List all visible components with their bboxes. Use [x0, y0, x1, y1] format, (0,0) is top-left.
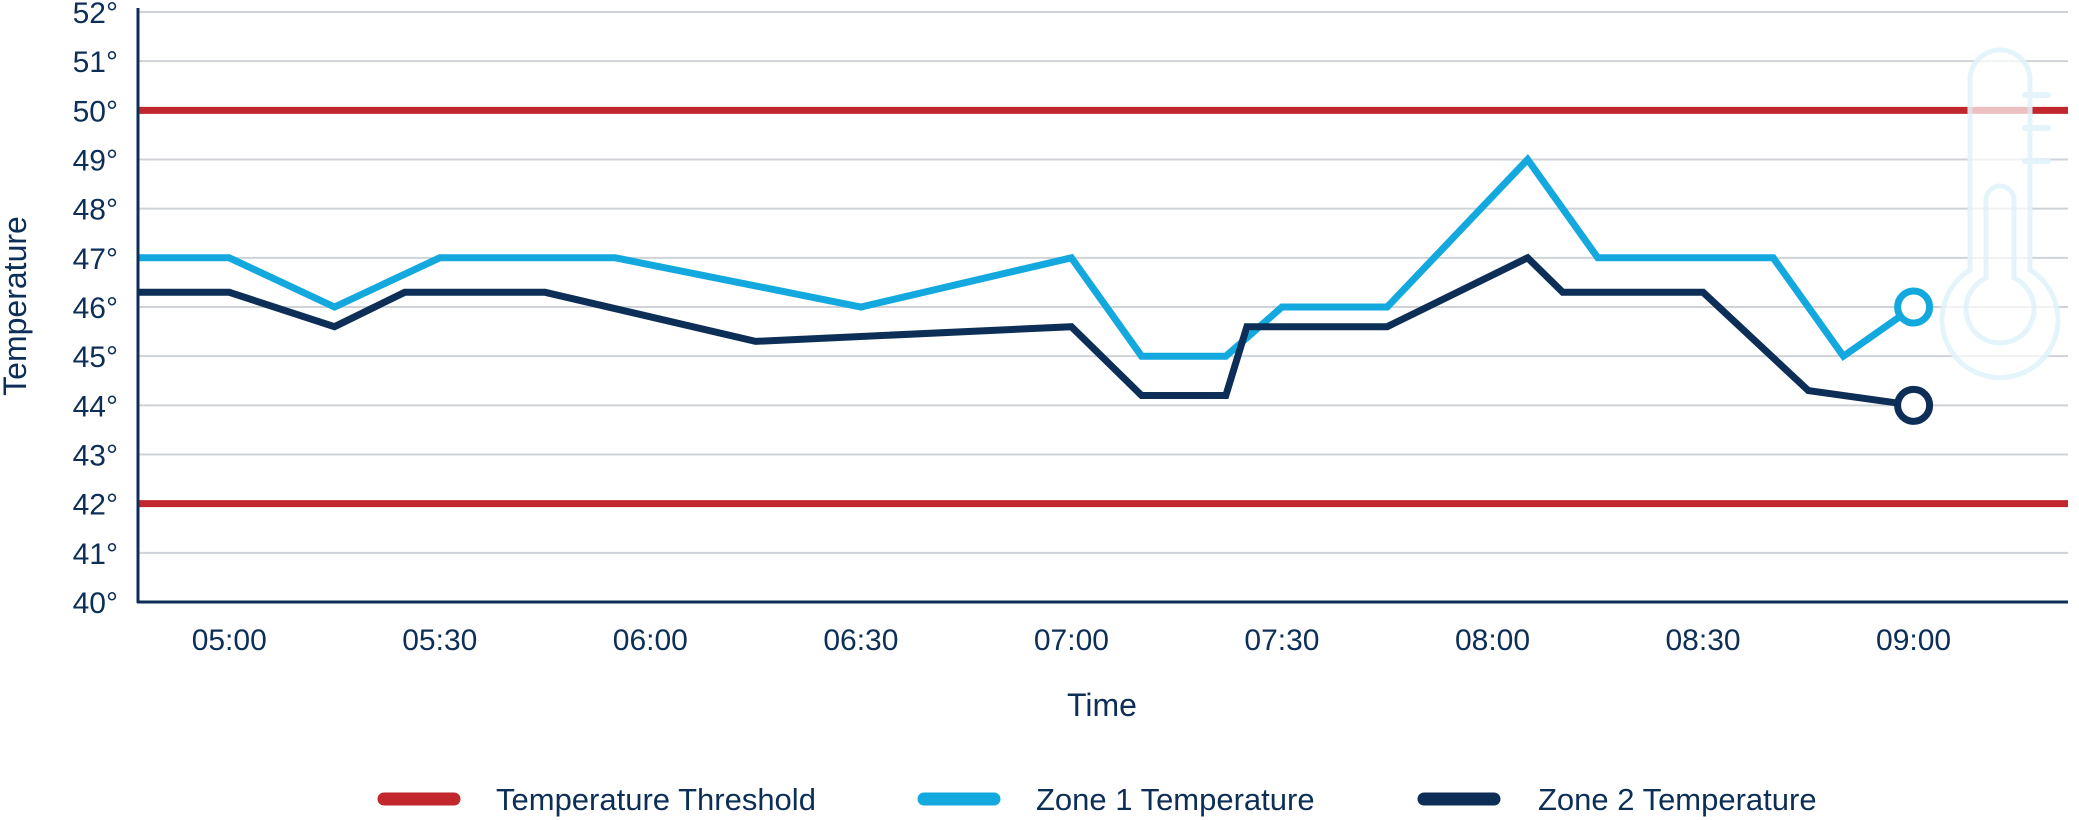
- thermometer-icon: [1939, 47, 2061, 381]
- x-tick-label: 05:30: [402, 624, 477, 657]
- legend-label-zone1: Zone 1 Temperature: [1036, 782, 1315, 817]
- x-tick-label: 05:00: [192, 624, 267, 657]
- legend-label-zone2: Zone 2 Temperature: [1538, 782, 1817, 817]
- y-tick-label: 52°: [73, 0, 118, 30]
- x-tick-labels: 05:00 05:30 06:00 06:30 07:00 07:30 08:00 08:30…: [192, 624, 1951, 657]
- zone2-series-line: [138, 253, 1915, 409]
- y-tick-labels: 40° 41° 42° 43° 44° 45° 46° 47° 48° 49° 50° 51° 52°: [73, 0, 118, 620]
- y-tick-label: 49°: [73, 145, 118, 178]
- x-tick-label: 06:30: [823, 624, 898, 657]
- y-tick-label: 44°: [73, 390, 118, 423]
- legend: Temperature Threshold Zone 1 Temperature…: [377, 782, 1817, 817]
- y-tick-label: 40°: [73, 587, 118, 620]
- legend-label-threshold: Temperature Threshold: [496, 782, 816, 817]
- x-tick-label: 08:30: [1666, 624, 1741, 657]
- y-tick-label: 48°: [73, 194, 118, 227]
- axes: [136, 8, 2068, 604]
- y-tick-label: 46°: [73, 292, 118, 325]
- grid-lines: [138, 11, 2068, 554]
- y-tick-label: 50°: [73, 95, 118, 128]
- zone2-end-marker: [1894, 385, 1934, 425]
- zone1-end-marker: [1894, 287, 1934, 327]
- threshold-lines: [138, 106, 2068, 508]
- y-tick-label: 41°: [73, 538, 118, 571]
- x-tick-label: 08:00: [1455, 624, 1530, 657]
- y-tick-label: 45°: [73, 341, 118, 374]
- x-axis-title: Time: [1067, 687, 1137, 723]
- zone1-series-line: [138, 154, 1916, 362]
- y-tick-label: 51°: [73, 46, 118, 79]
- x-tick-label: 07:30: [1244, 624, 1319, 657]
- y-tick-label: 47°: [73, 243, 118, 276]
- y-tick-label: 43°: [73, 440, 118, 473]
- x-tick-label: 06:00: [613, 624, 688, 657]
- x-tick-label: 09:00: [1876, 624, 1951, 657]
- end-markers: [1894, 287, 1934, 425]
- y-tick-label: 42°: [73, 489, 118, 522]
- x-tick-label: 07:00: [1034, 624, 1109, 657]
- series-lines: [138, 154, 1916, 409]
- y-axis-title: Temperature: [0, 216, 33, 396]
